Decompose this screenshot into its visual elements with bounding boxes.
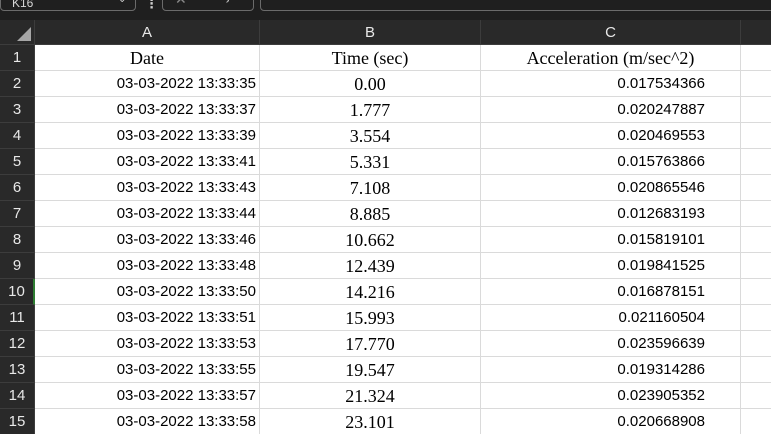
insert-function-icon[interactable]: fx (227, 0, 239, 4)
row-header[interactable]: 4 (0, 123, 35, 149)
time-cell[interactable]: 23.101 (260, 409, 481, 434)
empty-cell[interactable] (741, 97, 771, 123)
time-cell[interactable]: 7.108 (260, 175, 481, 201)
select-all-icon (17, 27, 31, 41)
empty-cell[interactable] (741, 123, 771, 149)
row-header[interactable]: 6 (0, 175, 35, 201)
chevron-down-icon[interactable]: ⌄ (118, 0, 126, 5)
empty-cell[interactable] (741, 279, 771, 305)
row-header[interactable]: 15 (0, 409, 35, 434)
row-header[interactable]: 5 (0, 149, 35, 175)
acceleration-cell[interactable]: 0.020668908 (481, 409, 741, 434)
row-header[interactable]: 10 (0, 279, 35, 305)
date-cell[interactable]: 03-03-2022 13:33:44 (35, 201, 260, 227)
formula-input[interactable] (260, 0, 771, 11)
acceleration-cell[interactable]: 0.020865546 (481, 175, 741, 201)
empty-cell[interactable] (741, 253, 771, 279)
column-header-b[interactable]: B (260, 20, 481, 45)
time-cell[interactable]: 5.331 (260, 149, 481, 175)
acceleration-cell[interactable]: 0.015763866 (481, 149, 741, 175)
name-box[interactable] (0, 0, 136, 11)
empty-cell[interactable] (741, 227, 771, 253)
time-cell[interactable]: 3.554 (260, 123, 481, 149)
empty-cell[interactable] (741, 175, 771, 201)
row-header[interactable]: 2 (0, 71, 35, 97)
column-header-a[interactable]: A (35, 20, 260, 45)
column-title-date[interactable]: Date (35, 45, 260, 71)
acceleration-cell[interactable]: 0.016878151 (481, 279, 741, 305)
acceleration-cell[interactable]: 0.021160504 (481, 305, 741, 331)
acceleration-cell[interactable]: 0.012683193 (481, 201, 741, 227)
acceleration-cell[interactable]: 0.017534366 (481, 71, 741, 97)
empty-cell[interactable] (741, 71, 771, 97)
date-cell[interactable]: 03-03-2022 13:33:51 (35, 305, 260, 331)
row-header[interactable]: 11 (0, 305, 35, 331)
date-cell[interactable]: 03-03-2022 13:33:35 (35, 71, 260, 97)
date-cell[interactable]: 03-03-2022 13:33:43 (35, 175, 260, 201)
empty-cell[interactable] (741, 331, 771, 357)
date-cell[interactable]: 03-03-2022 13:33:53 (35, 331, 260, 357)
time-cell[interactable]: 8.885 (260, 201, 481, 227)
acceleration-cell[interactable]: 0.015819101 (481, 227, 741, 253)
cancel-icon[interactable]: ✕ (175, 0, 187, 8)
select-all-button[interactable] (0, 20, 35, 45)
empty-cell[interactable] (741, 383, 771, 409)
empty-cell[interactable] (741, 305, 771, 331)
empty-cell[interactable] (741, 149, 771, 175)
time-cell[interactable]: 15.993 (260, 305, 481, 331)
time-cell[interactable]: 14.216 (260, 279, 481, 305)
more-options-icon[interactable]: ⋮ (145, 0, 158, 11)
formula-buttons: ✕ ✓ fx (162, 0, 254, 11)
time-cell[interactable]: 21.324 (260, 383, 481, 409)
date-cell[interactable]: 03-03-2022 13:33:50 (35, 279, 260, 305)
row-header[interactable]: 7 (0, 201, 35, 227)
cells-area: Date Time (sec) Acceleration (m/sec^2) 03-0… (35, 45, 771, 434)
date-cell[interactable]: 03-03-2022 13:33:58 (35, 409, 260, 434)
date-cell[interactable]: 03-03-2022 13:33:46 (35, 227, 260, 253)
acceleration-cell[interactable]: 0.023905352 (481, 383, 741, 409)
row-header[interactable]: 3 (0, 97, 35, 123)
time-cell[interactable]: 17.770 (260, 331, 481, 357)
time-cell[interactable]: 19.547 (260, 357, 481, 383)
column-header-d[interactable] (741, 20, 771, 45)
date-cell[interactable]: 03-03-2022 13:33:41 (35, 149, 260, 175)
row-header[interactable]: 14 (0, 383, 35, 409)
formula-bar: K16 ⌄ ⋮ ✕ ✓ fx (0, 0, 771, 18)
row-header[interactable]: 8 (0, 227, 35, 253)
row-header[interactable]: 9 (0, 253, 35, 279)
acceleration-cell[interactable]: 0.020469553 (481, 123, 741, 149)
time-cell[interactable]: 0.00 (260, 71, 481, 97)
empty-cell[interactable] (741, 357, 771, 383)
empty-cell[interactable] (741, 409, 771, 434)
acceleration-cell[interactable]: 0.019314286 (481, 357, 741, 383)
row-header[interactable]: 1 (0, 45, 35, 71)
time-cell[interactable]: 10.662 (260, 227, 481, 253)
date-cell[interactable]: 03-03-2022 13:33:37 (35, 97, 260, 123)
date-cell[interactable]: 03-03-2022 13:33:48 (35, 253, 260, 279)
time-cell[interactable]: 1.777 (260, 97, 481, 123)
acceleration-cell[interactable]: 0.023596639 (481, 331, 741, 357)
row-header[interactable]: 12 (0, 331, 35, 357)
date-cell[interactable]: 03-03-2022 13:33:55 (35, 357, 260, 383)
acceleration-cell[interactable]: 0.019841525 (481, 253, 741, 279)
empty-cell[interactable] (741, 201, 771, 227)
column-header-c[interactable]: C (481, 20, 741, 45)
column-title-acceleration[interactable]: Acceleration (m/sec^2) (481, 45, 741, 71)
empty-cell[interactable] (741, 45, 771, 71)
acceleration-cell[interactable]: 0.020247887 (481, 97, 741, 123)
date-cell[interactable]: 03-03-2022 13:33:39 (35, 123, 260, 149)
name-box-value[interactable]: K16 (12, 0, 34, 10)
time-cell[interactable]: 12.439 (260, 253, 481, 279)
column-title-time[interactable]: Time (sec) (260, 45, 481, 71)
row-header[interactable]: 13 (0, 357, 35, 383)
date-cell[interactable]: 03-03-2022 13:33:57 (35, 383, 260, 409)
checkmark-icon[interactable]: ✓ (200, 0, 210, 3)
column-header-row: A B C (0, 20, 771, 45)
